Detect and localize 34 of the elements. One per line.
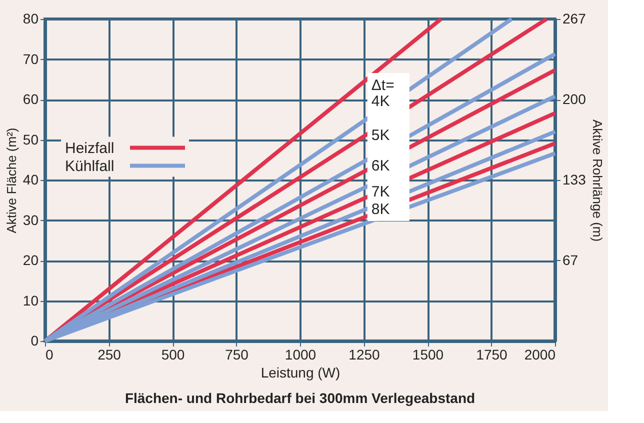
x-tick-label: 2000 <box>524 346 556 362</box>
x-tick-label: 250 <box>98 346 122 362</box>
x-tick-label: 1000 <box>284 346 316 362</box>
y-axis-title: Aktive Fläche (m²) <box>4 128 19 234</box>
annotation: 4K <box>371 93 390 110</box>
x-axis-title: Leistung (W) <box>260 364 340 380</box>
y-tick-label: 10 <box>22 292 39 308</box>
x-tick-label: 750 <box>225 346 249 362</box>
x-tick-label: 500 <box>161 346 185 362</box>
y2-axis-title: Aktive Rohrlänge (m) <box>590 119 605 242</box>
y2-tick-label: 67 <box>562 252 578 268</box>
y2-tick-label: 267 <box>562 10 586 26</box>
legend-label: Kühlfall <box>65 158 114 175</box>
x-tick-label: 1750 <box>476 346 508 362</box>
y2-tick-label: 133 <box>562 172 586 188</box>
x-tick-label: 0 <box>46 346 54 362</box>
y-tick-label: 80 <box>22 10 39 26</box>
annotation: 8K <box>371 200 390 218</box>
annotation: 5K <box>371 126 390 144</box>
y-tick-label: 30 <box>22 212 39 228</box>
y-tick-label: 0 <box>30 332 39 348</box>
y2-tick-label: 200 <box>562 91 586 108</box>
x-tick-label: 1500 <box>412 346 444 362</box>
annotation: 7K <box>371 183 390 200</box>
y-tick-label: 70 <box>22 50 39 67</box>
y-tick-label: 50 <box>22 131 39 148</box>
y-tick-label: 40 <box>22 172 39 188</box>
annotation: 6K <box>371 158 390 175</box>
y-tick-label: 20 <box>22 252 39 268</box>
annotation: Δt= <box>371 77 395 94</box>
legend-label: Heizfall <box>65 140 114 157</box>
y-tick-label: 60 <box>22 91 39 107</box>
x-tick-label: 1250 <box>348 346 380 362</box>
text: Flächen- und Rohrbedarf bei 300mm Verlegeabstand <box>124 390 476 406</box>
